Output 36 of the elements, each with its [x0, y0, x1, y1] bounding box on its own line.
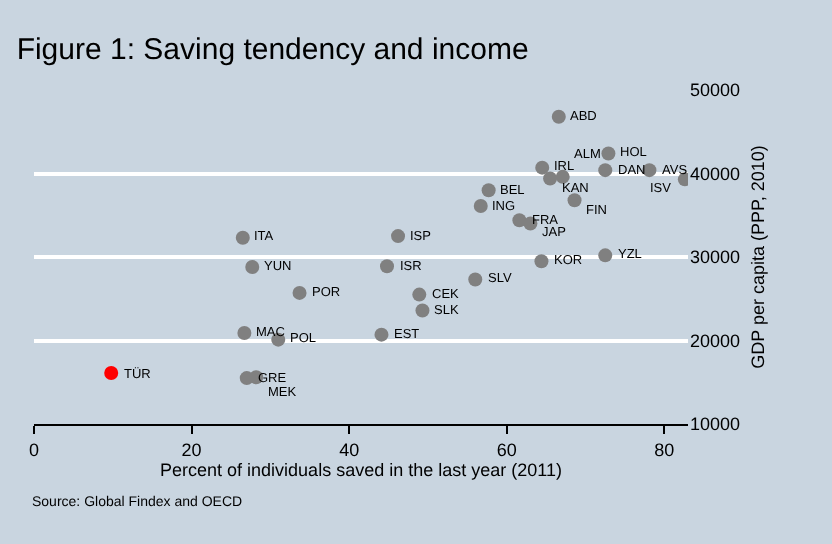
x-tick-label: 80: [654, 439, 675, 460]
x-tick-label: 0: [28, 439, 40, 460]
point: [380, 259, 394, 274]
point: [415, 303, 430, 318]
point: [543, 171, 558, 186]
y-tick-label: 10000: [690, 414, 741, 435]
y-tick-label: 50000: [690, 80, 741, 101]
point: [245, 260, 260, 275]
x-tick-label: 40: [339, 439, 360, 460]
y-tick-label: 20000: [690, 330, 741, 351]
y-axis-title: GDP per capita (PPP, 2010): [747, 145, 768, 369]
point: [292, 285, 307, 300]
point: [512, 213, 527, 228]
point: [555, 169, 570, 184]
point: [237, 325, 252, 340]
point: [468, 272, 483, 287]
point: [481, 183, 496, 198]
point: [235, 230, 250, 245]
x-axis-title: Percent of individuals saved in the last year (2011): [160, 459, 562, 480]
point: [391, 229, 406, 244]
x-tick-label: 20: [181, 439, 202, 460]
y-tick-label: 30000: [690, 247, 741, 268]
point: [535, 160, 550, 175]
point: [374, 327, 389, 342]
point: [551, 109, 566, 124]
point: [473, 199, 488, 214]
point: [601, 146, 616, 161]
point: [567, 193, 582, 208]
point: [412, 287, 427, 302]
point: [104, 366, 119, 381]
chart-title: Figure 1: Saving tendency and income: [16, 33, 529, 68]
point: [598, 248, 613, 263]
point: [534, 254, 549, 269]
y-tick-label: 40000: [690, 163, 741, 184]
point: [598, 163, 613, 178]
x-tick-label: 60: [496, 439, 517, 460]
